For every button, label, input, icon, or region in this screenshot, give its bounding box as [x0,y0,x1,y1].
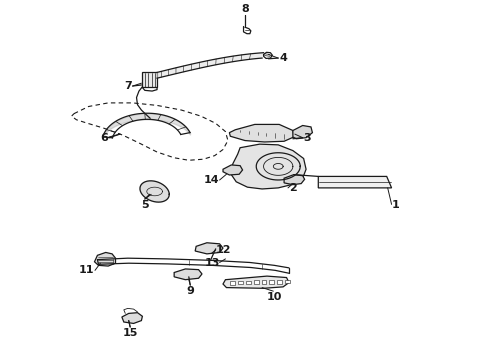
Polygon shape [230,281,235,285]
Polygon shape [174,269,202,280]
Polygon shape [293,126,313,139]
Text: 15: 15 [122,328,138,338]
Polygon shape [231,144,306,189]
Polygon shape [195,243,223,254]
Text: 9: 9 [186,286,194,296]
Polygon shape [223,276,289,288]
Polygon shape [157,53,264,78]
Polygon shape [285,280,290,283]
Polygon shape [262,280,267,284]
Text: 12: 12 [216,245,231,255]
Polygon shape [284,175,305,185]
Text: 1: 1 [392,200,399,210]
Text: 2: 2 [289,183,297,193]
Polygon shape [318,176,392,188]
Polygon shape [229,125,294,142]
Text: 13: 13 [204,258,220,268]
Polygon shape [254,280,259,284]
Text: 10: 10 [267,292,282,302]
Text: 3: 3 [304,133,311,143]
Polygon shape [270,280,274,284]
Text: 4: 4 [279,53,287,63]
Polygon shape [122,313,143,323]
Text: 14: 14 [204,175,220,185]
Polygon shape [277,280,282,284]
Polygon shape [238,281,243,284]
Text: 8: 8 [241,4,249,14]
Text: 7: 7 [124,81,132,91]
Text: 5: 5 [141,200,148,210]
Polygon shape [95,252,116,266]
Polygon shape [140,181,169,202]
Polygon shape [223,165,243,175]
Polygon shape [246,281,251,284]
Polygon shape [143,72,157,87]
Text: 11: 11 [79,265,95,275]
Text: 6: 6 [100,133,108,143]
